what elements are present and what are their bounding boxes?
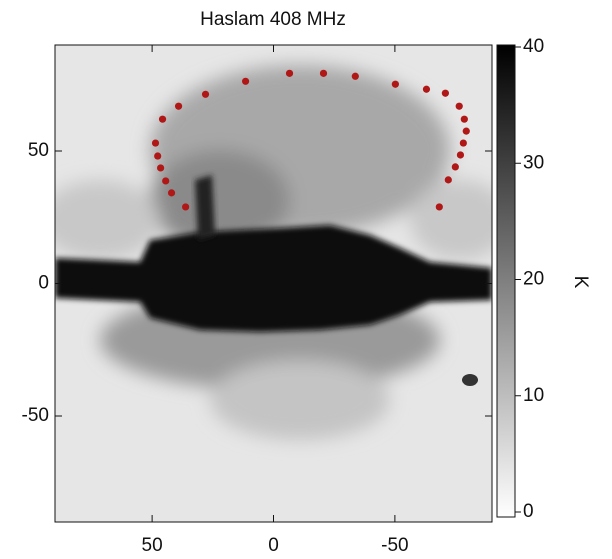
chart-title: Haslam 408 MHz: [200, 9, 346, 30]
colorbar-tick-label: 30: [523, 152, 544, 173]
point: [460, 115, 468, 123]
colorbar-tick-label: 20: [523, 269, 544, 290]
point: [151, 139, 160, 147]
point: [157, 164, 165, 172]
point: [451, 163, 459, 171]
colorbar: [496, 44, 516, 518]
x-tick-label: 50: [142, 535, 163, 556]
point: [456, 151, 465, 159]
point: [422, 85, 431, 93]
x-tick-label: -50: [381, 535, 408, 556]
colorbar-label: K: [570, 276, 591, 289]
colorbar-tick-label: 0: [523, 501, 534, 522]
point: [285, 69, 294, 77]
point: [391, 80, 399, 88]
y-tick-label: 0: [38, 273, 49, 294]
point: [158, 115, 167, 123]
point: [167, 189, 176, 197]
point: [319, 69, 328, 77]
point: [201, 90, 210, 98]
point: [435, 203, 443, 211]
point: [462, 127, 470, 135]
point: [174, 102, 183, 110]
point: [351, 72, 359, 80]
colorbar-tick-label: 40: [523, 36, 544, 57]
point: [455, 102, 463, 110]
x-tick-label: 0: [268, 535, 279, 556]
point: [154, 152, 162, 160]
point: [444, 176, 452, 184]
colorbar-tick-label: 10: [523, 385, 544, 406]
point: [459, 139, 467, 147]
y-tick-label: 50: [28, 140, 49, 161]
y-tick-label: -50: [22, 405, 49, 426]
sky-map: [55, 45, 492, 522]
point: [182, 203, 190, 211]
point: [241, 77, 250, 85]
point: [162, 177, 170, 185]
point: [441, 89, 449, 97]
